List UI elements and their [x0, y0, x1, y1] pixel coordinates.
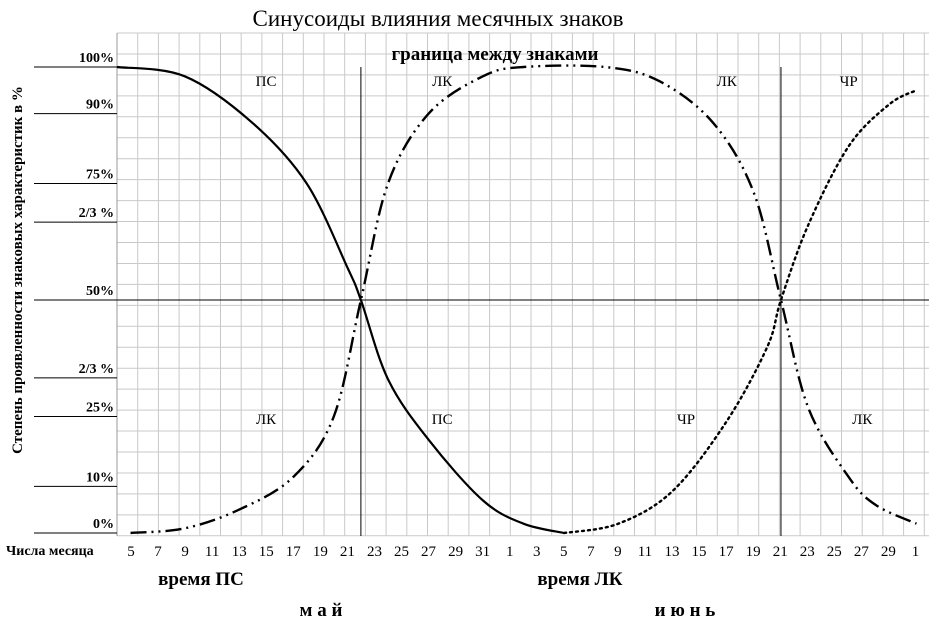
x-tick-label: 23	[800, 544, 815, 560]
x-tick-label: 3	[533, 544, 541, 560]
month-label-june: и ю н ь	[655, 600, 716, 621]
x-tick-label: 27	[854, 544, 870, 560]
x-tick-label: 5	[127, 544, 135, 560]
x-tick-label: 17	[286, 544, 302, 560]
x-axis-caption: Числа месяца	[6, 544, 94, 559]
x-tick-label: 27	[421, 544, 437, 560]
x-tick-label: 25	[827, 544, 842, 560]
x-tick-label: 7	[154, 544, 162, 560]
curve-solid	[116, 65, 565, 535]
y-tick-label: 2/3 %	[79, 362, 114, 377]
y-tick-label: 2/3 %	[79, 206, 114, 221]
x-tick-label: 5	[560, 544, 568, 560]
x-tick-label: 19	[746, 544, 761, 560]
curve-label: ПС	[432, 412, 453, 428]
curve-label: ЛК	[432, 74, 453, 90]
x-tick-label: 15	[259, 544, 274, 560]
curve-dotted	[562, 89, 918, 535]
x-tick-label: 1	[506, 544, 514, 560]
x-tick-label: 29	[448, 544, 463, 560]
y-tick-label: 25%	[86, 401, 114, 416]
x-tick-label: 29	[881, 544, 896, 560]
curves	[116, 64, 918, 535]
x-tick-label: 13	[665, 544, 680, 560]
curve-dash-dot-dot	[130, 64, 917, 535]
curve-label: ЧР	[677, 412, 695, 428]
period-label-lk: время ЛК	[537, 569, 622, 590]
x-tick-label: 7	[587, 544, 595, 560]
x-tick-label: 11	[205, 544, 219, 560]
y-tick-label: 50%	[86, 284, 114, 299]
reference-lines: 100% 90% 75% 2/3 % 50% 2/3 % 25% 10% 0%	[34, 51, 929, 536]
y-tick-label: 0%	[93, 517, 114, 532]
x-tick-label: 31	[475, 544, 490, 560]
x-tick-label: 21	[773, 544, 788, 560]
y-tick-label: 75%	[86, 168, 114, 183]
x-tick-label: 21	[340, 544, 355, 560]
x-tick-label: 23	[367, 544, 382, 560]
grid	[116, 32, 929, 537]
x-tick-label: 9	[181, 544, 189, 560]
y-tick-label: 10%	[86, 470, 114, 485]
y-tick-label: 90%	[86, 98, 114, 113]
y-tick-label: 100%	[79, 51, 114, 66]
curve-label: ЛК	[717, 74, 738, 90]
curve-label: ПС	[256, 74, 277, 90]
y-axis-label: Степень проявленности знаковых характери…	[10, 86, 26, 454]
x-tick-label: 11	[638, 544, 652, 560]
x-tick-label: 19	[313, 544, 328, 560]
curve-label: ЛК	[852, 412, 873, 428]
x-tick-label: 15	[692, 544, 707, 560]
curve-label: ЧР	[840, 74, 858, 90]
curve-label: ЛК	[256, 412, 277, 428]
month-label-may: м а й	[300, 600, 343, 621]
x-tick-label: 9	[614, 544, 622, 560]
chart-title: Синусоиды влияния месячных знаков	[253, 6, 624, 31]
period-label-ps: время ПС	[158, 569, 244, 590]
x-tick-label: 25	[394, 544, 409, 560]
chart-subtitle: граница между знаками	[392, 44, 599, 65]
x-tick-label: 17	[719, 544, 735, 560]
x-tick-label: 13	[232, 544, 247, 560]
x-tick-label: 1	[912, 544, 920, 560]
labels: 5 7 9 11 13 15 17 19 21 23 25 27 29 31 1 3 5 7 9 11 13 15 17 19…	[127, 74, 919, 560]
